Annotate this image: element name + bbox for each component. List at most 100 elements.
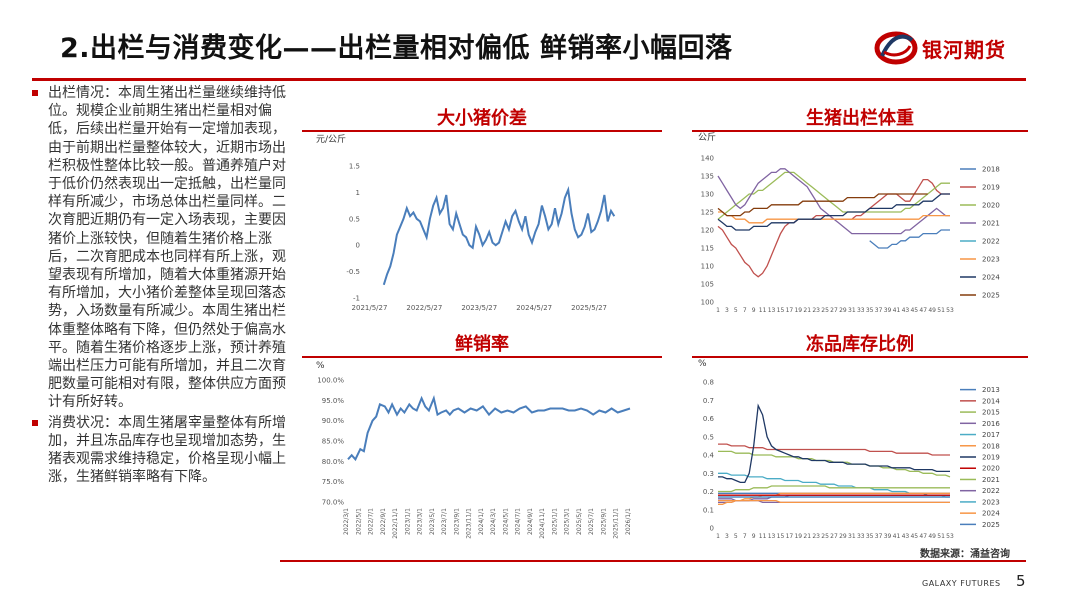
x-tick-label: 51 [937, 307, 945, 314]
y-tick-label: 0.7 [703, 397, 714, 405]
series-line [717, 171, 950, 220]
chart-slaughter-weight: 生猪出栏体重 公斤 140 135 130 125 120 115 110 105 100 1 3 5 7… [692, 104, 1028, 316]
data-source: 数据来源：涌益咨询 [920, 549, 1010, 560]
y-tick-label: 1.5 [349, 163, 360, 171]
page-number: 5 [1016, 572, 1026, 590]
series-line [382, 186, 616, 286]
x-tick-label: 39 [884, 533, 892, 540]
x-tick-label: 25 [821, 533, 829, 540]
chart-divider [302, 356, 662, 358]
series-line [869, 229, 950, 249]
x-tick-label: 31 [848, 533, 856, 540]
chart-title: 大小猪价差 [437, 108, 527, 129]
x-tick-label: 17 [786, 533, 794, 540]
x-tick-label: 49 [928, 533, 936, 540]
x-tick-label: 2024/5/27 [516, 304, 552, 312]
chart-divider [302, 130, 662, 132]
x-tick-label: 39 [884, 307, 892, 314]
x-tick-label: 23 [812, 533, 820, 540]
legend-label: 2013 [982, 386, 1000, 394]
chart-title: 生猪出栏体重 [806, 108, 914, 129]
x-tick-label: 1 [716, 533, 720, 540]
chart-fresh-sales-rate: 鲜销率 % 100.0% 95.0% 90.0% 85.0% 80.0% 75.0% 70.0… [302, 330, 662, 544]
x-tick-label: 2025/9/1 [600, 508, 607, 535]
x-tick-label: 2023/5/27 [461, 304, 497, 312]
legend-label: 2022 [982, 487, 1000, 495]
legend-label: 2023 [982, 498, 1000, 506]
x-tick-label: 3 [725, 307, 729, 314]
legend-label: 2018 [982, 166, 1000, 174]
y-axis-unit: 公斤 [698, 132, 716, 143]
chart-divider [692, 130, 1028, 132]
x-tick-label: 45 [910, 307, 918, 314]
x-tick-label: 2023/1/1 [404, 508, 411, 535]
legend-label: 2024 [982, 510, 1000, 518]
bullet-marker [32, 419, 38, 426]
series-line [718, 403, 950, 484]
x-tick-label: 13 [768, 533, 776, 540]
y-tick-label: 115 [701, 245, 714, 253]
y-tick-label: -0.5 [346, 268, 360, 276]
x-tick-label: 27 [830, 307, 838, 314]
x-tick-label: 37 [875, 533, 883, 540]
x-tick-label: 21 [803, 307, 811, 314]
commentary: 出栏情况：本周生猪出栏量继续维持低位。规模企业前期生猪出栏量相对偏低，后续出栏量… [30, 84, 292, 488]
x-tick-label: 15 [777, 307, 785, 314]
x-tick-label: 45 [910, 533, 918, 540]
galaxy-futures-logo: 银河期货 [874, 28, 1034, 68]
chart-frozen-inventory: 冻品库存比例 % 0.8 0.7 0.6 0.5 0.4 0.3 0.2 0.1 0 1 3 5 7 9 11… [692, 330, 1028, 544]
x-tick-label: 41 [893, 533, 901, 540]
y-tick-label: 75.0% [322, 478, 345, 486]
legend-label: 2022 [982, 238, 1000, 246]
y-tick-label: 0 [356, 242, 360, 250]
x-tick-label: 7 [743, 533, 747, 540]
y-tick-label: 140 [701, 155, 714, 163]
series-line [718, 499, 950, 504]
footer-divider [280, 560, 1026, 562]
x-tick-label: 2023/7/1 [441, 508, 448, 535]
legend-label: 2019 [982, 184, 1000, 192]
bullet-supply-text: 出栏情况：本周生猪出栏量继续维持低位。规模企业前期生猪出栏量相对偏低，后续出栏量… [48, 85, 286, 411]
x-tick-label: 19 [794, 307, 802, 314]
series-line [718, 494, 950, 504]
x-tick-label: 2024/3/1 [490, 508, 497, 535]
x-tick-label: 5 [734, 533, 738, 540]
x-tick-label: 2026/1/1 [625, 508, 632, 535]
header-divider [32, 78, 1026, 81]
series-line [718, 211, 950, 224]
legend-label: 2014 [982, 397, 1000, 405]
x-tick-label: 29 [839, 533, 847, 540]
chart-divider [692, 356, 1028, 358]
y-tick-label: 0.5 [703, 433, 714, 441]
x-tick-label: 2025/11/1 [613, 508, 620, 539]
y-tick-label: 85.0% [322, 438, 345, 446]
x-tick-label: 33 [857, 307, 865, 314]
x-tick-label: 2024/11/1 [539, 508, 546, 539]
legend-label: 2017 [982, 431, 1000, 439]
legend-label: 2016 [982, 420, 1000, 428]
x-tick-label: 2022/3/1 [343, 508, 350, 535]
x-tick-label: 2025/7/1 [588, 508, 595, 535]
y-tick-label: 0.4 [703, 452, 715, 460]
y-tick-label: 130 [701, 191, 714, 199]
x-tick-label: 2025/1/1 [551, 508, 558, 535]
x-tick-label: 19 [794, 533, 802, 540]
y-tick-label: 1 [356, 189, 360, 197]
x-tick-label: 2025/3/1 [564, 508, 571, 535]
legend-label: 2021 [982, 476, 1000, 484]
y-tick-label: 0.8 [703, 379, 714, 387]
x-tick-label: 2022/5/27 [406, 304, 442, 312]
y-tick-label: 100 [701, 299, 714, 307]
legend-label: 2018 [982, 442, 1000, 450]
legend-label: 2025 [982, 521, 1000, 529]
x-tick-label: 49 [928, 307, 936, 314]
x-tick-label: 11 [759, 307, 767, 314]
x-tick-label: 2022/9/1 [380, 508, 387, 535]
logo-text: 银河期货 [922, 38, 1006, 62]
x-tick-label: 47 [919, 533, 927, 540]
x-tick-label: 2025/5/1 [576, 508, 583, 535]
x-tick-label: 1 [716, 307, 720, 314]
chart-fresh-sales-rate-plot: %100.0%95.0%90.0%85.0%80.0%75.0%70.0%202… [316, 361, 632, 539]
